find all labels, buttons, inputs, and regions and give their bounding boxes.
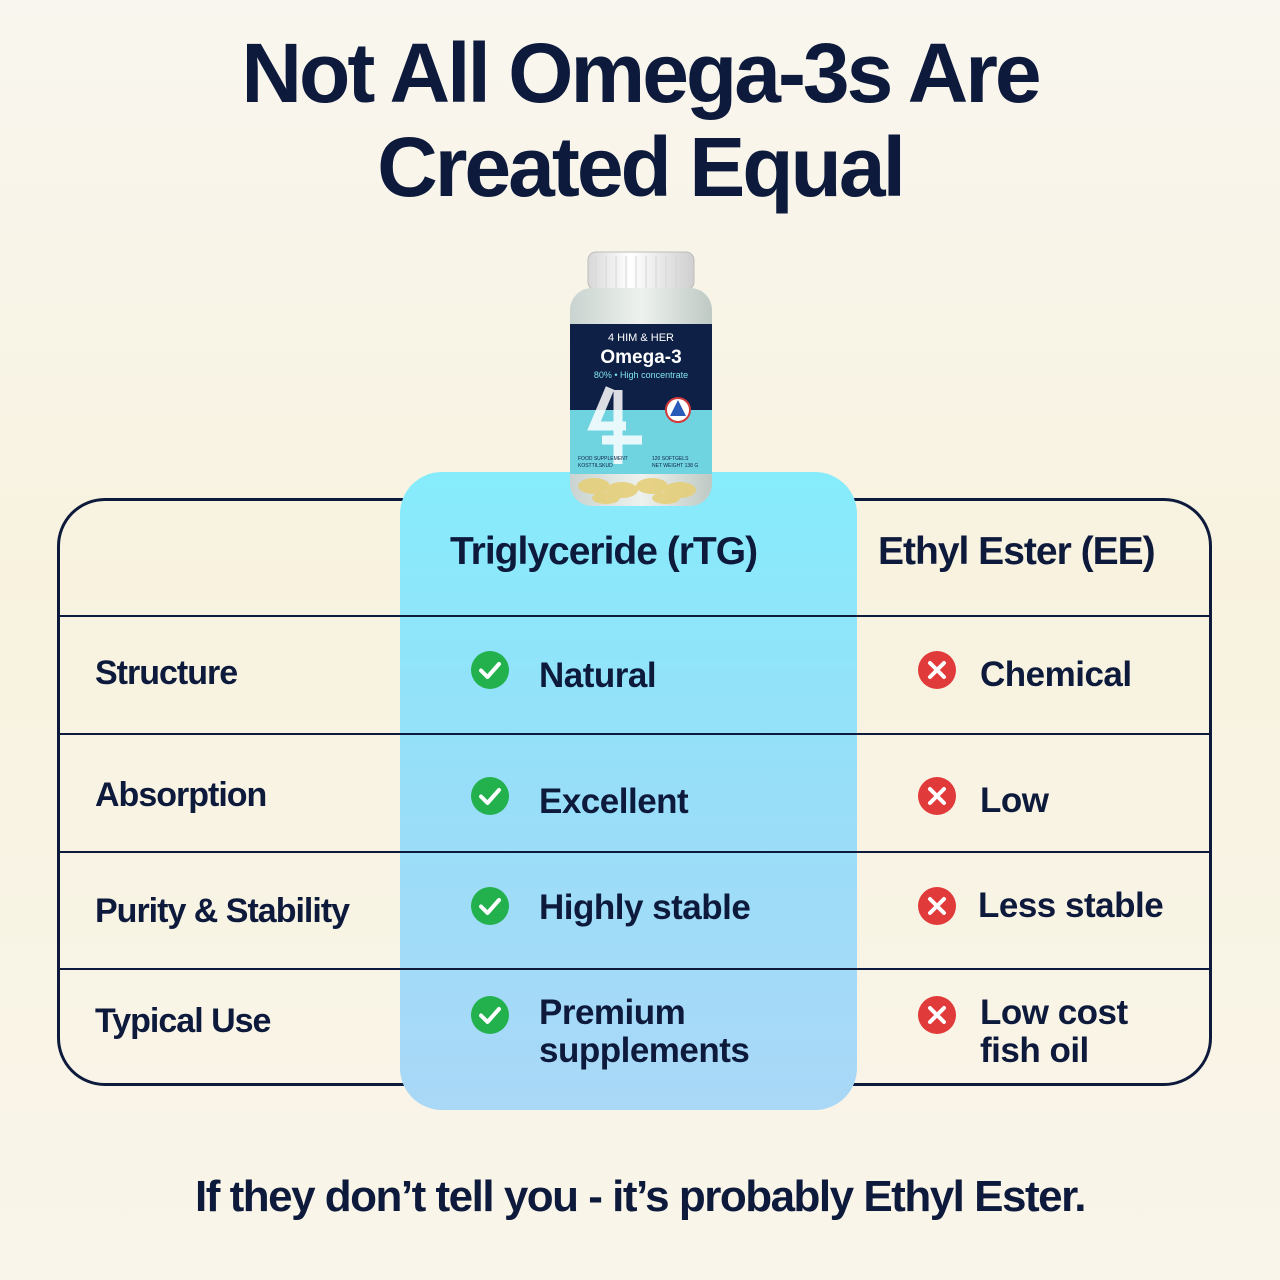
bottle-note-right-2: NET WEIGHT 138 G	[652, 463, 698, 469]
cell-typical-use-rtg-line-2: supplements	[539, 1031, 750, 1070]
footer-tagline: If they don’t tell you - it’s probably E…	[195, 1172, 1087, 1221]
omega-3-bottle-image: 4 HIM & HER Omega-3 80% • High concentra…	[570, 251, 712, 506]
bottle-subtitle: 80% • High concentrate	[594, 370, 688, 380]
row-label-purity-stability: Purity & Stability	[95, 892, 350, 930]
check-circle-icon	[471, 777, 509, 815]
cell-typical-use-rtg-line-1: Premium	[539, 993, 686, 1032]
row-label-structure: Structure	[95, 654, 238, 692]
check-circle-icon	[471, 887, 509, 925]
x-circle-icon	[918, 651, 956, 689]
cell-typical-use-ee-line-1: Low cost	[980, 993, 1128, 1032]
check-circle-icon	[471, 651, 509, 689]
row-label-typical-use: Typical Use	[95, 1002, 271, 1040]
bottle-note-left-1: FOOD SUPPLEMENT	[578, 456, 628, 462]
column-header-triglyceride: Triglyceride (rTG)	[450, 530, 758, 573]
row-divider	[58, 615, 1211, 617]
title-line-2: Created Equal	[377, 120, 906, 214]
cell-typical-use-ee: Low cost fish oil	[980, 994, 1128, 1070]
bottle-product-name: Omega-3	[600, 347, 681, 368]
cell-absorption-ee: Low	[980, 781, 1049, 820]
title-line-1: Not All Omega-3s Are	[241, 26, 1041, 120]
cell-structure-ee: Chemical	[980, 655, 1132, 694]
row-divider	[58, 968, 1211, 970]
cell-structure-rtg: Natural	[539, 656, 657, 695]
cell-typical-use-rtg: Premium supplements	[539, 993, 750, 1070]
cell-absorption-rtg: Excellent	[539, 782, 689, 821]
bottle-note-right-1: 120 SOFTGELS	[652, 456, 689, 462]
x-circle-icon	[918, 887, 956, 925]
row-label-absorption: Absorption	[95, 776, 267, 814]
cell-purity-ee: Less stable	[978, 886, 1164, 925]
cell-typical-use-ee-line-2: fish oil	[980, 1031, 1089, 1070]
check-circle-icon	[471, 996, 509, 1034]
column-header-ethyl-ester: Ethyl Ester (EE)	[878, 530, 1156, 573]
bottle-brand: 4 HIM & HER	[608, 332, 674, 344]
cell-purity-rtg: Highly stable	[539, 888, 751, 927]
x-circle-icon	[918, 996, 956, 1034]
row-divider	[58, 733, 1211, 735]
row-divider	[58, 851, 1211, 853]
page-title: Not All Omega-3s Are Created Equal	[0, 26, 1280, 214]
bottle-note-left-2: KOSTTILSKUD	[578, 463, 613, 469]
x-circle-icon	[918, 777, 956, 815]
